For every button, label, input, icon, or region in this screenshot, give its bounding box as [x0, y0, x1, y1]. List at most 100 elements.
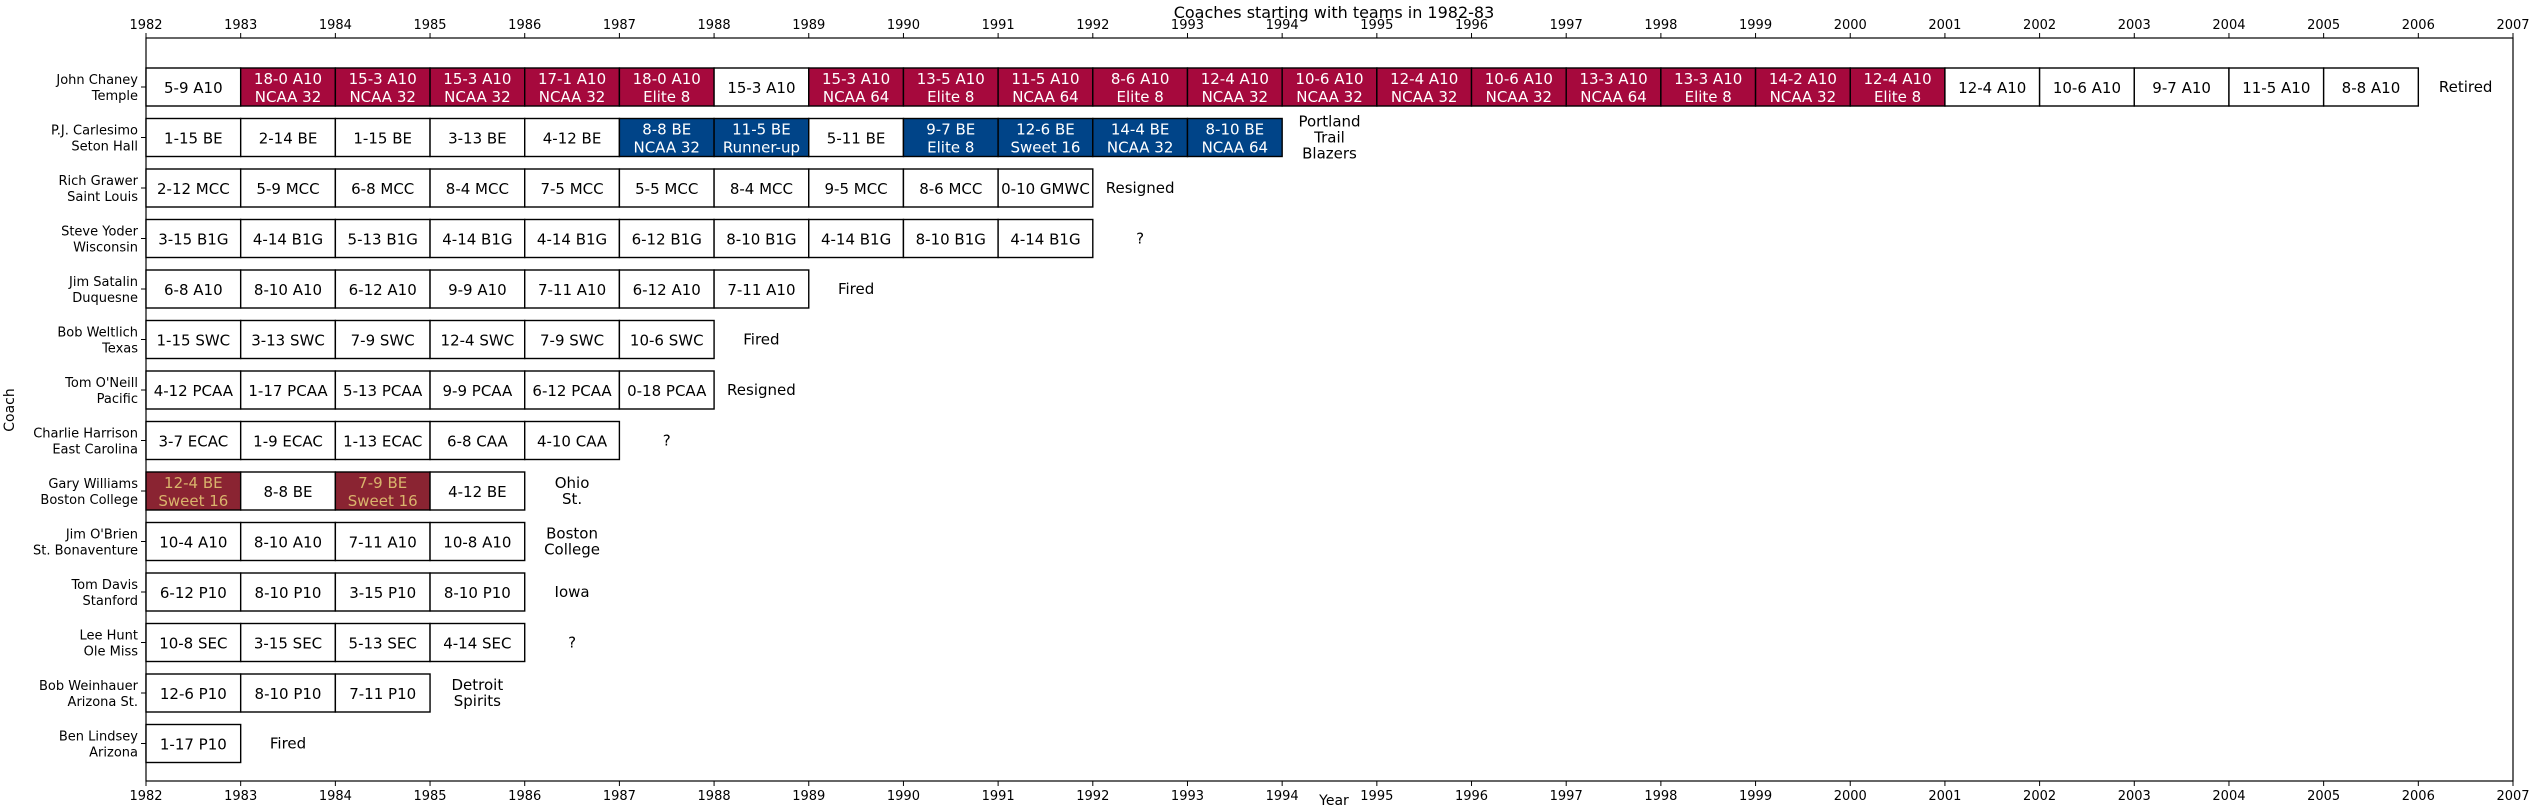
season-cell: [902, 67, 999, 107]
season-cell: [997, 117, 1094, 158]
season-record: 7-9 SWC: [540, 332, 604, 350]
season-cell: [239, 319, 337, 360]
coach-name: Charlie Harrison: [33, 427, 138, 442]
top-tick-label: 1995: [1360, 18, 1393, 33]
season-cell: [145, 218, 242, 259]
season-record: 8-4 MCC: [446, 180, 509, 198]
season-record: 8-10 A10: [254, 534, 322, 552]
top-tick-label: 1985: [413, 18, 446, 33]
outcome-label: Detroit Spirits: [452, 676, 504, 710]
season-record: 12-4 A10: [1863, 70, 1931, 88]
outcome-label: Portland Trail Blazers: [1298, 113, 1360, 163]
season-cell: [618, 319, 715, 360]
top-tick-label: 1998: [1644, 18, 1677, 33]
season-result: Sweet 16: [1010, 139, 1080, 157]
season-cell: [334, 218, 431, 259]
season-record: 4-14 B1G: [253, 231, 323, 249]
season-record: 1-15 BE: [164, 130, 223, 148]
bottom-tick-label: 1989: [792, 789, 825, 804]
season-cell: [1376, 67, 1473, 107]
top-tick-label: 1997: [1550, 18, 1583, 33]
season-record: 4-10 CAA: [537, 433, 608, 451]
top-tick-label: 1999: [1739, 18, 1772, 33]
season-cell: [2322, 67, 2420, 107]
season-cell: [145, 471, 242, 511]
season-cell: [1849, 67, 1946, 107]
season-cell: [902, 117, 999, 158]
team-name: Arizona: [89, 746, 138, 761]
season-record: 15-3 A10: [727, 79, 795, 97]
season-cell: [239, 521, 337, 562]
season-record: 13-5 A10: [917, 70, 985, 88]
season-record: 6-8 A10: [164, 281, 223, 299]
season-cell: [1754, 67, 1851, 107]
season-result: NCAA 32: [1202, 88, 1269, 106]
team-name: Seton Hall: [71, 140, 138, 155]
season-result: NCAA 32: [444, 88, 511, 106]
season-record: 8-8 BE: [263, 483, 312, 501]
season-record: 12-4 A10: [1958, 79, 2026, 97]
season-cell: [145, 168, 242, 208]
season-result: NCAA 32: [1770, 88, 1837, 106]
season-record: 2-14 BE: [259, 130, 318, 148]
season-cell: [1565, 67, 1662, 107]
season-cell: [429, 218, 526, 259]
season-record: 13-3 A10: [1579, 70, 1647, 88]
season-result: Sweet 16: [348, 492, 418, 510]
season-result: Elite 8: [927, 139, 974, 157]
season-cell: [429, 269, 526, 309]
coach-name: Bob Weinhauer: [39, 679, 139, 694]
season-record: 12-4 A10: [1201, 70, 1269, 88]
season-result: NCAA 32: [255, 88, 322, 106]
season-record: 3-15 SEC: [254, 635, 322, 653]
season-record: 3-7 ECAC: [158, 433, 228, 451]
coach-name: Gary Williams: [48, 477, 138, 492]
season-record: 7-11 P10: [349, 685, 416, 703]
season-record: 4-14 B1G: [537, 231, 607, 249]
season-record: 5-5 MCC: [635, 180, 698, 198]
coach-name: Tom O'Neill: [64, 376, 138, 391]
season-cell: [618, 117, 715, 158]
team-name: East Carolina: [52, 443, 138, 458]
season-record: 4-14 B1G: [821, 231, 891, 249]
season-record: 10-8 SEC: [159, 635, 227, 653]
season-cell: [524, 117, 621, 158]
top-tick-label: 1989: [792, 18, 825, 33]
season-record: 8-10 A10: [254, 281, 322, 299]
season-result: NCAA 32: [539, 88, 606, 106]
season-result: NCAA 32: [1107, 139, 1174, 157]
team-name: Arizona St.: [68, 695, 138, 710]
top-tick-label: 2001: [1928, 18, 1961, 33]
season-result: NCAA 32: [1486, 88, 1553, 106]
season-cell: [239, 572, 337, 612]
season-cell: [334, 673, 431, 713]
season-record: 1-17 P10: [160, 736, 227, 754]
season-cell: [429, 471, 526, 511]
top-tick-label: 1986: [508, 18, 541, 33]
season-record: 7-9 SWC: [351, 332, 415, 350]
season-cell: [2228, 67, 2325, 107]
season-record: 3-13 SWC: [251, 332, 325, 350]
season-record: 0-10 GMWC: [1001, 180, 1090, 198]
bottom-tick-label: 1985: [413, 789, 446, 804]
outcome-label: ?: [1136, 230, 1144, 248]
x-axis-label: Year: [1318, 793, 1349, 809]
outcome-label: Iowa: [555, 583, 590, 601]
season-record: 12-6 P10: [160, 685, 227, 703]
season-cell: [997, 168, 1094, 208]
coach-name: Steve Yoder: [61, 225, 139, 240]
outcome-label: Retired: [2439, 78, 2493, 96]
season-cell: [713, 218, 810, 259]
season-record: 9-9 A10: [448, 281, 507, 299]
top-tick-label: 1983: [224, 18, 257, 33]
season-cell: [618, 370, 715, 410]
season-cell: [1092, 67, 1189, 107]
bottom-tick-label: 2002: [2023, 789, 2056, 804]
bottom-tick-label: 1995: [1360, 789, 1393, 804]
